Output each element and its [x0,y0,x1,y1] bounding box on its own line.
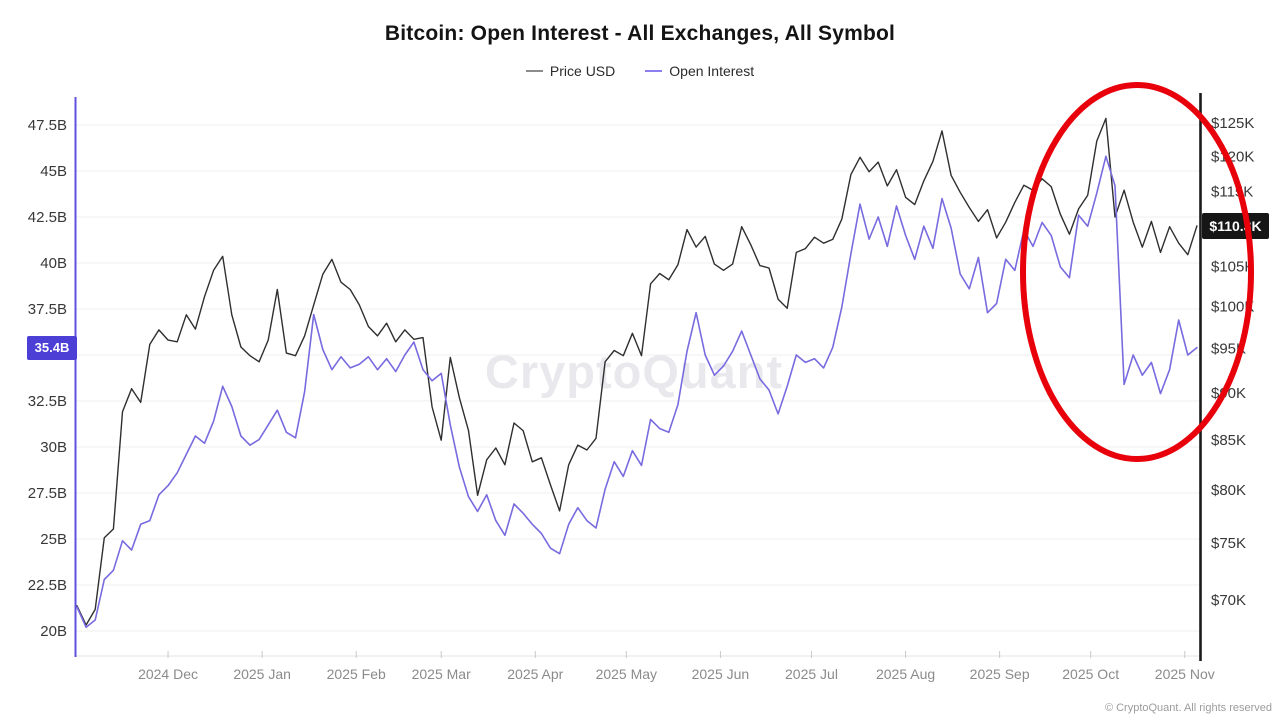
left-axis-label: 40B [40,255,67,272]
x-axis-label: 2025 Apr [507,666,563,682]
left-axis-label: 30B [40,439,67,456]
right-axis-label: $125K [1211,115,1254,132]
x-axis-label: 2025 Jun [692,666,750,682]
left-axis-label: 25B [40,531,67,548]
x-axis-label: 2025 Feb [327,666,386,682]
right-axis-label: $70K [1211,592,1246,609]
right-axis-label: $85K [1211,432,1246,449]
x-axis-label: 2025 Jul [785,666,838,682]
left-axis-label: 45B [40,163,67,180]
left-axis-label: 42.5B [28,209,67,226]
right-axis-label: $105K [1211,258,1254,275]
chart-title: Bitcoin: Open Interest - All Exchanges, … [384,22,896,45]
x-axis-label: 2025 Sep [970,666,1030,682]
x-axis-label: 2025 May [596,666,657,682]
left-axis-label: 22.5B [28,577,67,594]
copyright-notice: © CryptoQuant. All rights reserved [1104,702,1272,714]
right-axis-label: $120K [1211,149,1254,166]
left-axis-label: 32.5B [28,393,67,410]
open-interest-current-badge: 35.4B [27,335,77,360]
price-line-swatch-icon [525,70,543,72]
x-axis-label: 2025 Oct [1062,666,1119,682]
legend-item-price-usd[interactable]: Price USD [525,63,616,79]
right-axis-label: $100K [1211,299,1254,316]
right-axis-label: $75K [1211,535,1246,552]
left-axis-label: 27.5B [28,485,67,502]
left-axis-label: 47.5B [28,117,67,134]
legend-label-price-usd: Price USD [549,63,616,79]
right-axis-label: $90K [1211,385,1246,402]
x-axis-label: 2025 Nov [1155,666,1215,682]
open-interest-line-swatch-icon [645,70,663,72]
x-axis-label: 2025 Aug [876,666,935,682]
x-axis-label: 2024 Dec [138,666,198,682]
price-usd-line [76,117,1198,626]
watermark: CryptoQuant [484,345,784,398]
legend: Price USD Open Interest [0,63,1280,79]
right-axis-label: $80K [1211,482,1246,499]
left-axis-label: 20B [40,623,67,640]
price-current-badge: $110.3K [1202,212,1269,239]
open-interest-line [76,155,1198,629]
x-axis-label: 2025 Mar [412,666,471,682]
legend-label-open-interest: Open Interest [669,63,755,79]
left-axis-label: 37.5B [28,301,67,318]
legend-item-open-interest[interactable]: Open Interest [645,63,754,79]
right-axis-label: $115K [1211,184,1253,201]
x-axis-label: 2025 Jan [233,666,291,682]
right-axis-label: $95K [1211,341,1246,358]
